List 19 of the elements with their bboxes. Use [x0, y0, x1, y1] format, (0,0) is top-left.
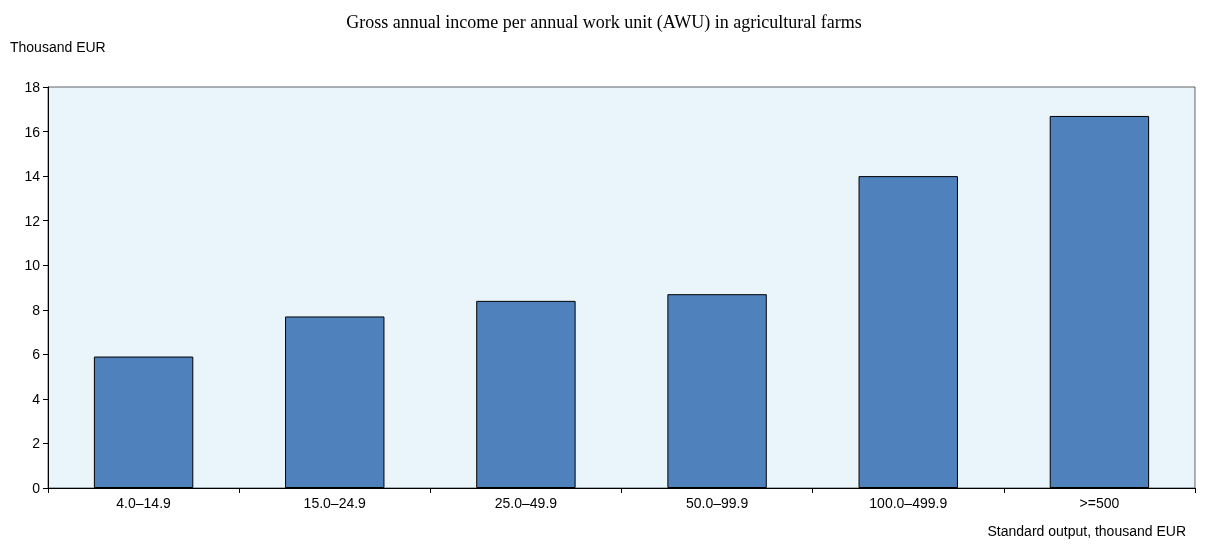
- y-tick-label: 2: [32, 435, 41, 452]
- y-tick-label: 18: [24, 79, 41, 95]
- chart-title: Gross annual income per annual work unit (AWU) in agricultural farms: [346, 12, 862, 33]
- y-tick-label: 0: [32, 480, 41, 496]
- y-tick-label: 12: [24, 212, 41, 229]
- y-tick-label: 16: [24, 123, 41, 140]
- x-tick-label: 100.0–499.9: [869, 495, 948, 511]
- y-tick-label: 8: [32, 301, 41, 318]
- x-tick-label: 25.0–49.9: [494, 495, 558, 511]
- x-tick-label: >=500: [1079, 495, 1120, 511]
- x-axis-title: Standard output, thousand EUR: [987, 523, 1186, 539]
- y-tick-label: 4: [32, 390, 41, 407]
- y-tick-label: 14: [24, 168, 41, 185]
- y-axis-title: Thousand EUR: [10, 39, 106, 55]
- y-tick-label: 6: [32, 346, 41, 363]
- x-tick-label: 4.0–14.9: [116, 495, 172, 511]
- x-tick-label: 50.0–99.9: [685, 495, 749, 511]
- x-tick-label: 15.0–24.9: [303, 495, 367, 511]
- y-tick-label: 10: [24, 257, 41, 274]
